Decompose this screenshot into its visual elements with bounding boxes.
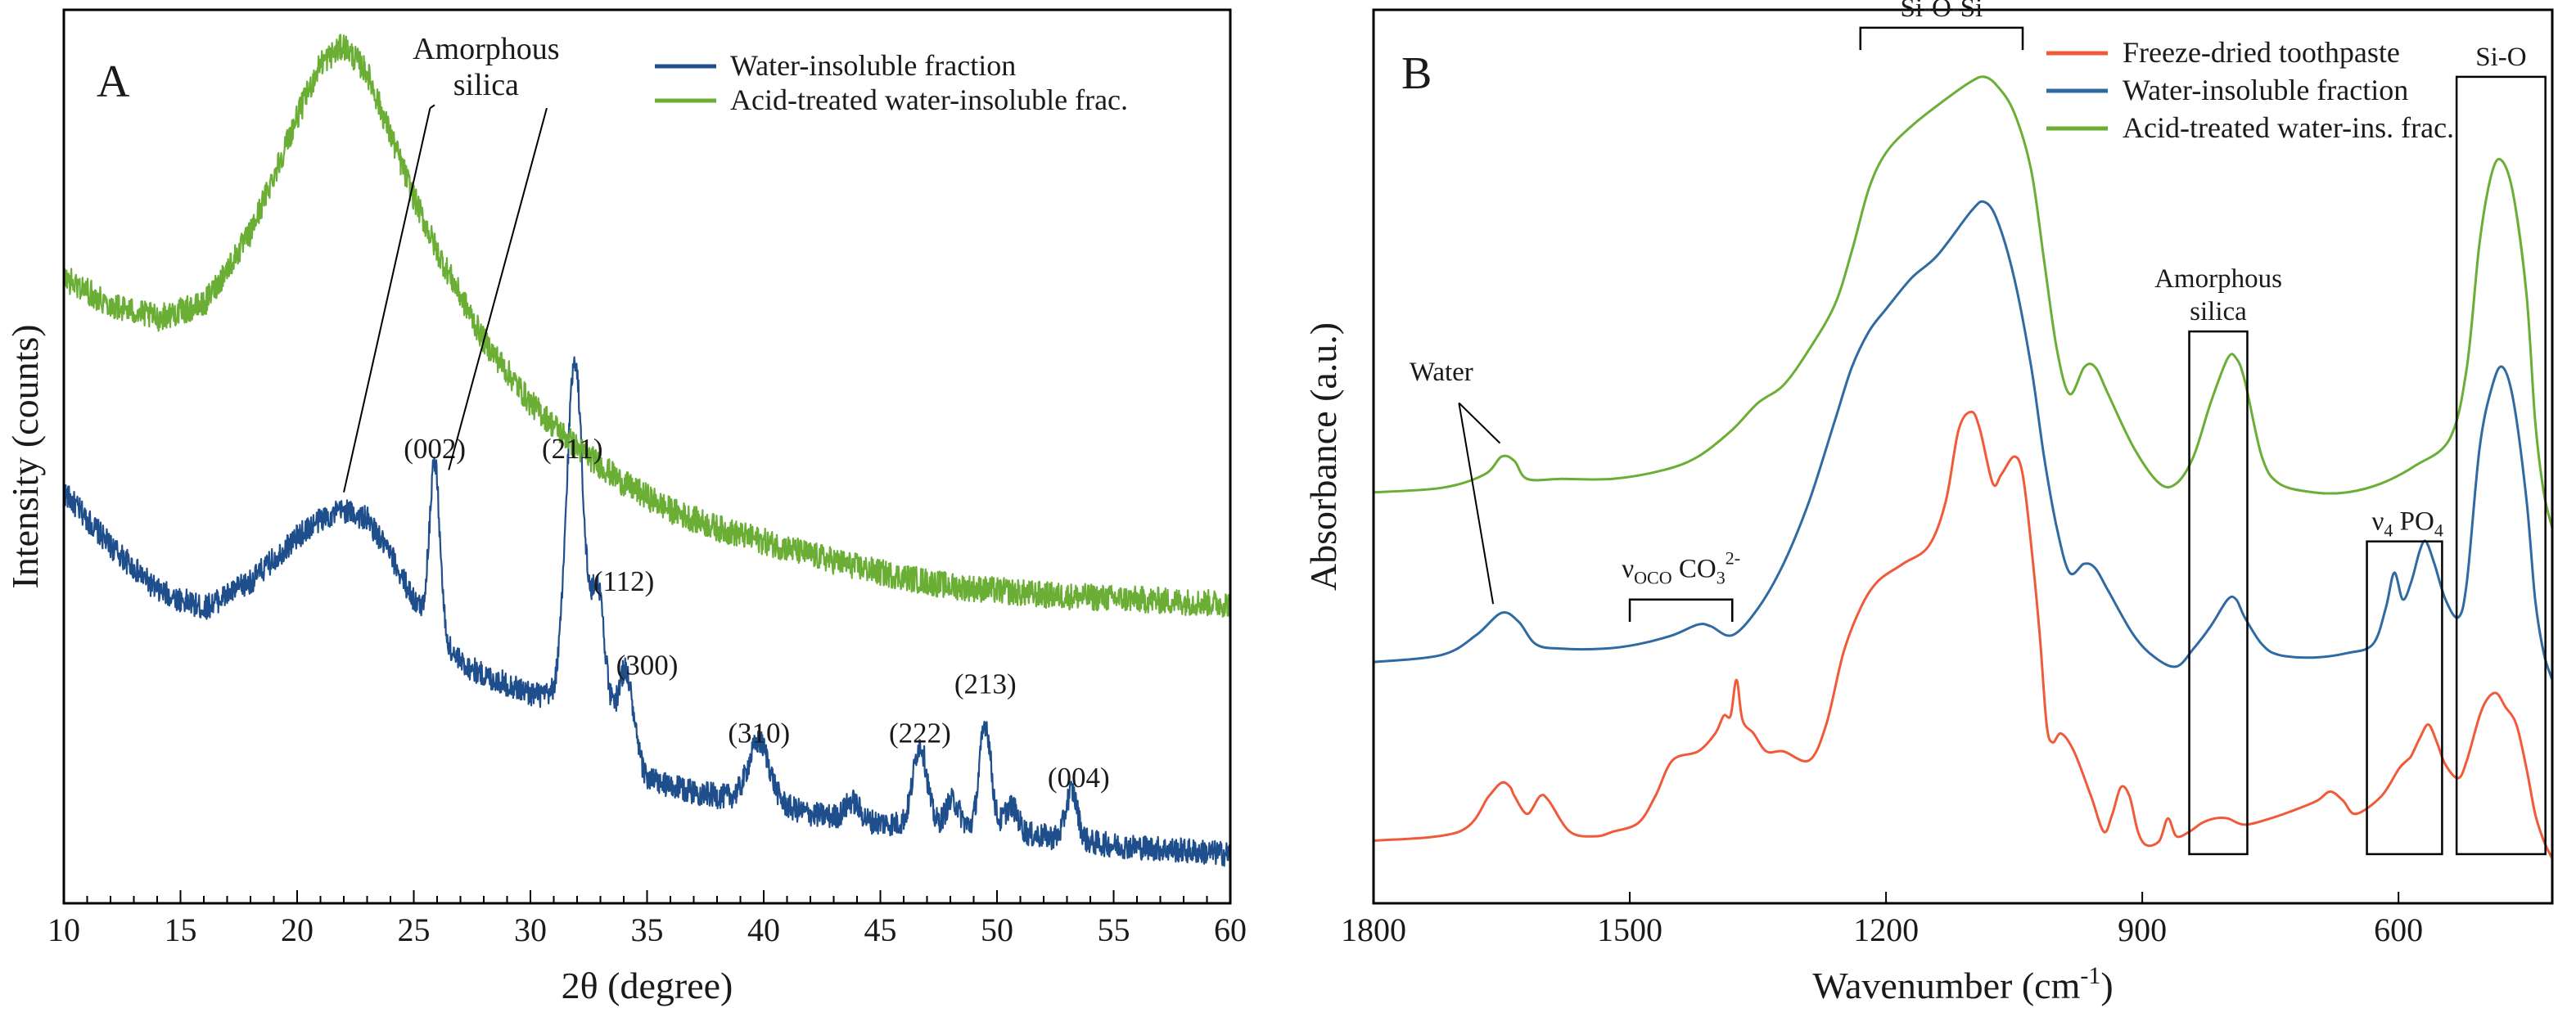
chart-b-po4-text: PO [2393,507,2434,537]
chart-b-water-label: Water [1410,358,1473,387]
chart-b-bracket [1859,26,2024,51]
chart-b-carbonate-sub2: 3 [1717,567,1726,587]
chart-a-series-line [63,34,1232,618]
chart-b-po4-nu: ν [2371,507,2384,537]
chart-b-x-axis-label-main: Wavenumber (cm [1812,965,2080,1006]
chart-b-box-label-line: silica [2190,297,2247,326]
chart-b-highlight-box [2188,330,2249,856]
chart-a-peak-label: (300) [616,649,679,681]
chart-b-po4-sub: 4 [2384,520,2393,541]
chart-b-water-pointer [1458,403,1495,605]
chart-a-x-tick-label: 55 [1098,911,1130,948]
chart-a-x-tick-label: 15 [165,911,197,948]
chart-a-x-tick-label: 40 [747,911,780,948]
chart-a-x-tick-label: 35 [631,911,664,948]
chart-b-legend-label: Freeze-dried toothpaste [2123,36,2400,69]
chart-a-peak-label: (002) [404,433,466,465]
chart-b-panel-label: B [1401,48,1432,99]
chart-a-series [62,34,1232,867]
chart-a-peak-labels: (002) (211) (112) (300) (310) (222)(213) (004) [404,433,1109,794]
chart-a-x-tick-label: 10 [47,911,80,948]
chart-a-peak-label: (310) [728,717,790,749]
chart-a-peak-label: (004) [1048,762,1110,794]
chart-b-series [1373,75,2554,860]
chart-a-callout-pointer [343,107,431,493]
chart-b-highlight-box [2455,75,2547,856]
chart-b-x-tick-label: 1200 [1853,911,1919,948]
chart-a-peak-label: (112) [593,565,655,597]
chart-b-carbonate-text: CO [1672,554,1717,583]
chart-b: 1800 1500 1200 900 600 Amorphous silicaSi-Oν4… [1302,0,2554,1006]
chart-b-frame [1372,8,2554,905]
chart-a: 10 15 20 25 30 35 40 45 50 55 60 (002) (211) (112) (3… [4,8,1247,1006]
chart-a-callout-line: silica [453,68,519,102]
chart-a-ticks: 10 15 20 25 30 35 40 45 50 55 60 [47,890,1247,948]
chart-b-x-axis-label-sup: -1 [2080,962,2100,989]
chart-b-carbonate-label: νOCO CO32- [1622,547,1740,587]
chart-a-x-tick-label: 30 [514,911,547,948]
chart-b-legend: Freeze-dried toothpaste Water-insoluble f… [2046,36,2454,144]
chart-a-callout-pointer [448,107,548,470]
chart-b-x-tick-label: 1500 [1597,911,1662,948]
chart-b-series-line [1373,75,2554,529]
chart-b-po4-sub2: 4 [2434,520,2443,541]
chart-b-legend-label: Acid-treated water-ins. frac. [2123,111,2454,144]
chart-b-water-pointer [1458,402,1501,444]
chart-a-x-tick-label: 25 [398,911,431,948]
chart-b-x-tick-label: 1800 [1341,911,1406,948]
chart-a-callout-pointer [429,104,435,109]
chart-b-series-line [1373,410,2554,860]
chart-b-box-label: Si-O [2475,43,2526,72]
chart-b-x-axis-label-end: ) [2100,965,2113,1006]
chart-a-series-line [62,356,1232,867]
chart-a-callout: Amorphous silica [343,32,560,493]
chart-b-box-label-line: Amorphous [2154,264,2282,294]
chart-a-x-tick-label: 50 [981,911,1013,948]
chart-b-y-axis-label: Absorbance (a.u.) [1302,322,1344,591]
chart-b-x-tick-label: 600 [2374,911,2423,948]
chart-a-y-axis-label: Intensity (counts) [4,324,46,588]
chart-b-po4-label: ν4 PO4 [2371,507,2443,541]
chart-b-carbonate-sup: 2- [1726,547,1740,568]
chart-b-box-label: Amorphous silica [2154,264,2282,326]
chart-b-box-label-line: Si-O [2475,43,2526,72]
chart-b-legend-label: Water-insoluble fraction [2123,74,2408,106]
chart-a-callout-line: Amorphous [413,32,559,66]
chart-a-legend-label: Water-insoluble fraction [730,49,1016,82]
chart-a-peak-label: (211) [542,433,603,465]
chart-a-x-tick-label: 20 [281,911,314,948]
chart-b-series-line [1373,200,2554,681]
chart-b-bracket-label: Si-O-Si [1900,0,1983,23]
chart-b-x-axis-label: Wavenumber (cm-1) [1812,962,2113,1006]
chart-a-x-tick-label: 60 [1214,911,1247,948]
chart-b-carbonate-nu: ν [1622,554,1634,583]
chart-b-bracket [1628,598,1734,623]
chart-b-ticks: 1800 1500 1200 900 600 [1341,892,2423,948]
chart-a-peak-label: (222) [889,717,951,749]
chart-a-legend-label: Acid-treated water-insoluble frac. [730,83,1128,116]
chart-a-x-tick-label: 45 [864,911,897,948]
chart-a-x-axis-label: 2θ (degree) [562,965,733,1006]
chart-a-panel-label: A [97,56,130,107]
chart-b-x-tick-label: 900 [2118,911,2167,948]
chart-a-peak-label: (213) [954,668,1017,700]
chart-b-carbonate-sub: OCO [1634,567,1671,587]
chart-b-po4-box [2366,540,2443,856]
chart-a-callout-label: Amorphous silica [413,32,559,102]
